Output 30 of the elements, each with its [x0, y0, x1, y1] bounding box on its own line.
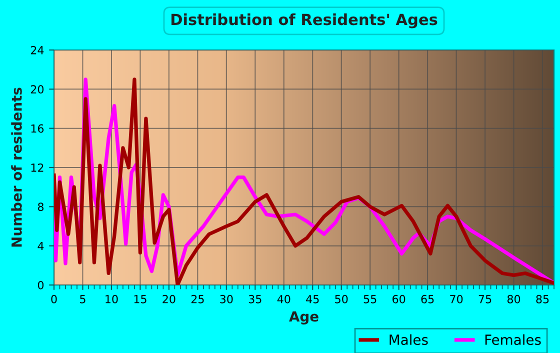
x-tick-label: 25	[191, 294, 204, 304]
y-tick-label: 16	[31, 124, 44, 133]
x-tick-label: 80	[507, 294, 520, 304]
y-tick-label: 0	[38, 280, 44, 290]
legend-label: Females	[485, 334, 541, 346]
x-tick-label: 65	[421, 294, 434, 304]
x-tick-label: 45	[306, 295, 319, 304]
x-tick-label: 70	[450, 294, 463, 304]
x-tick-label: 15	[134, 295, 146, 304]
y-tick-label: 20	[30, 85, 44, 94]
x-tick-label: 60	[392, 294, 406, 304]
y-tick-label: 24	[30, 46, 44, 54]
y-axis-title: Number of residents	[11, 88, 22, 247]
x-tick-label: 40	[277, 294, 290, 304]
x-tick-label: 85	[536, 294, 549, 304]
legend-label: Males	[390, 334, 428, 346]
x-tick-label: 10	[106, 294, 118, 304]
x-tick-label: 0	[51, 294, 57, 304]
y-tick-label: 12	[31, 163, 44, 172]
y-tick-label: 8	[38, 202, 44, 212]
x-tick-label: 35	[248, 294, 262, 304]
x-tick-label: 20	[162, 294, 176, 304]
x-tick-label: 50	[335, 294, 348, 304]
x-tick-label: 75	[478, 295, 492, 304]
x-tick-label: 30	[220, 294, 233, 304]
y-tick-label: 4	[38, 242, 44, 250]
chart-title: Distribution of Residents' Ages	[171, 13, 438, 28]
x-axis-title: Age	[289, 311, 318, 324]
x-tick-label: 5	[80, 295, 86, 304]
x-tick-label: 55	[364, 295, 376, 304]
